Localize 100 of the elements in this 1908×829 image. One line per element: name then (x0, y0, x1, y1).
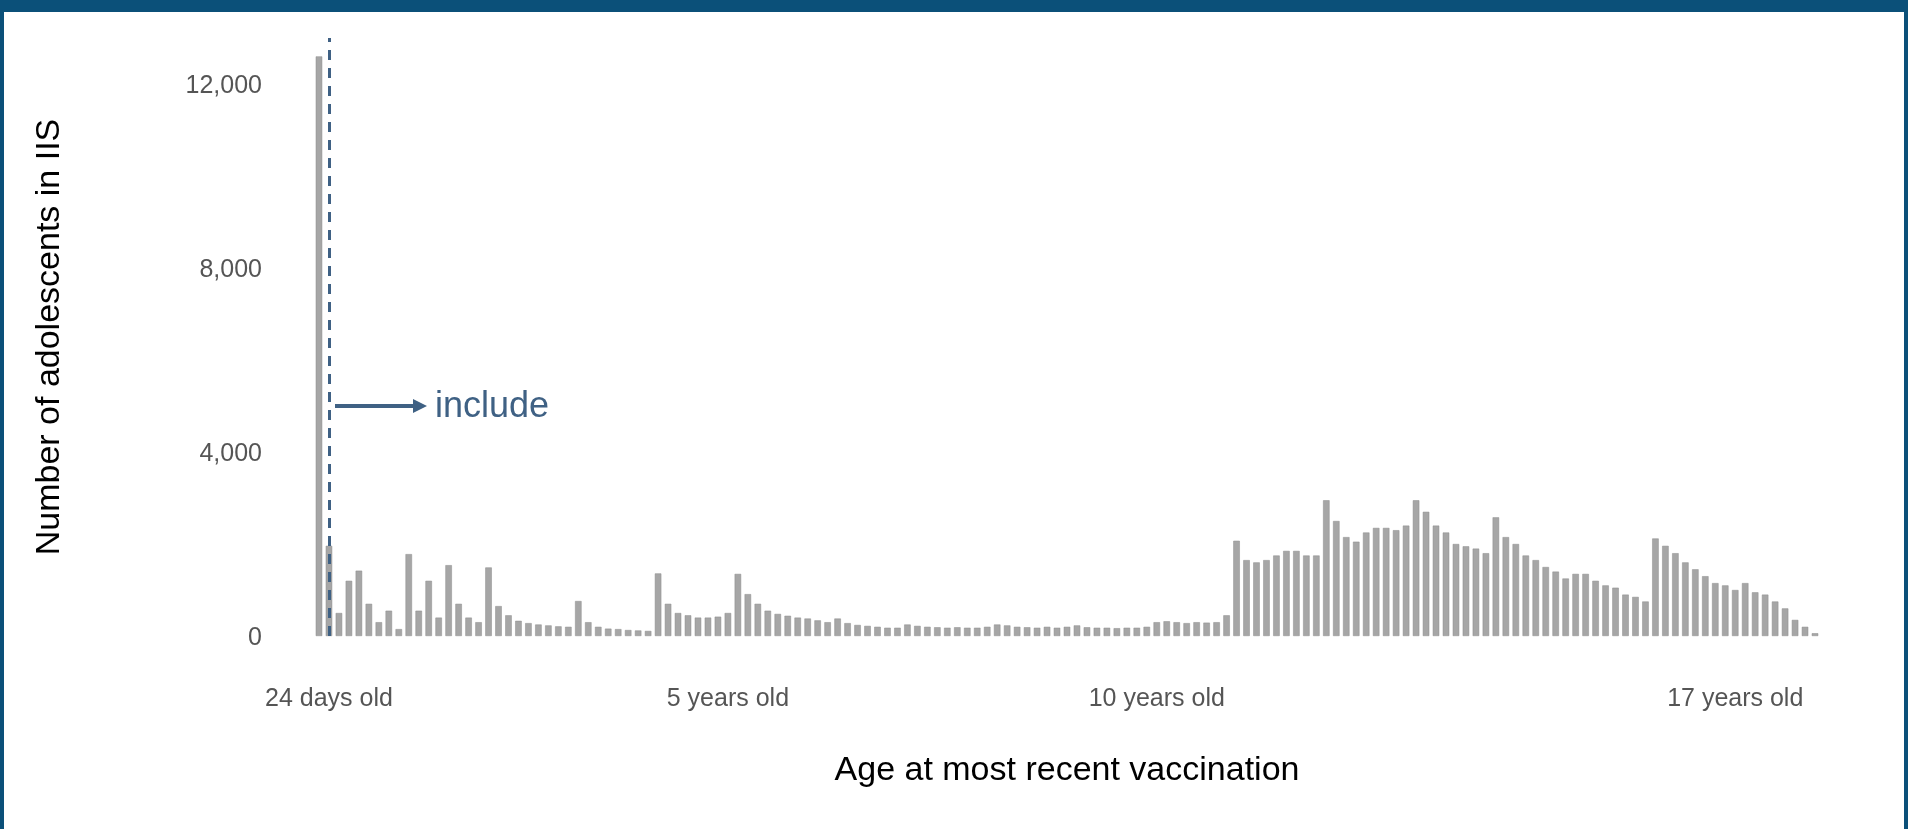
bar (415, 610, 422, 636)
bar (405, 554, 412, 636)
annotation: include (434, 384, 550, 426)
bar (634, 630, 642, 636)
bar (804, 618, 811, 636)
y-tick-label: 0 (248, 622, 262, 650)
bar (1063, 626, 1071, 636)
bar (834, 618, 841, 636)
bar (914, 625, 921, 636)
bar (764, 610, 772, 636)
bar (784, 615, 791, 636)
x-tick-label: 10 years old (1088, 682, 1225, 711)
bar (1672, 553, 1679, 636)
bar (545, 625, 552, 636)
bar (864, 625, 871, 636)
bar (704, 617, 712, 636)
bar (555, 626, 562, 636)
bar (1203, 622, 1210, 636)
bar (485, 567, 492, 636)
bar (1731, 590, 1739, 636)
bar (1402, 525, 1410, 636)
bar (1592, 580, 1599, 636)
bar (1333, 521, 1340, 636)
y-tick-label: 12,000 (185, 70, 262, 98)
bar (604, 628, 612, 636)
bar (734, 573, 742, 636)
bar (1293, 550, 1300, 636)
bar (614, 629, 622, 636)
bar (884, 627, 891, 636)
bar (824, 622, 831, 636)
bar (924, 626, 931, 636)
bar (1692, 569, 1699, 636)
bar (1552, 571, 1559, 636)
bar (1502, 537, 1510, 636)
bar (1422, 511, 1430, 636)
bar (1811, 633, 1819, 636)
bar (1253, 562, 1260, 636)
bar (525, 623, 532, 636)
bar (1183, 623, 1190, 636)
bar (794, 617, 801, 636)
bar (535, 624, 542, 636)
bar (345, 580, 353, 636)
bar (365, 603, 373, 636)
bar (1712, 583, 1719, 636)
bar (585, 622, 592, 636)
bar (1362, 532, 1370, 636)
bar (904, 624, 911, 636)
bar (1771, 601, 1779, 636)
bar (1352, 541, 1360, 636)
bar (894, 627, 901, 636)
bar (844, 623, 851, 636)
bar (1572, 573, 1579, 636)
bar (395, 629, 403, 636)
bar (1113, 628, 1121, 636)
bar (754, 603, 762, 636)
y-tick-label: 8,000 (199, 254, 262, 282)
y-axis-title: Number of adolescents in IIS (28, 118, 66, 556)
bar (1023, 627, 1031, 636)
bar (1722, 585, 1729, 636)
bar (1622, 594, 1629, 636)
bar (993, 624, 1001, 636)
bar (854, 624, 861, 636)
bar (475, 622, 482, 636)
bar (674, 613, 682, 636)
bar (644, 630, 652, 636)
bar (335, 613, 343, 636)
bar (1083, 627, 1091, 636)
bar (744, 594, 752, 636)
bar (1372, 527, 1380, 636)
bar (455, 603, 462, 636)
bar (654, 573, 662, 636)
bar (1412, 500, 1420, 636)
x-tick-label: 17 years old (1667, 682, 1804, 711)
bar (1582, 573, 1589, 636)
bar (1612, 587, 1619, 636)
bar (1562, 578, 1569, 636)
bar (954, 627, 961, 636)
bar (375, 622, 383, 636)
bar (1013, 626, 1021, 636)
bar (1492, 517, 1500, 636)
bar (445, 565, 452, 636)
bar (1323, 500, 1330, 636)
y-tick-label: 4,000 (199, 438, 262, 466)
x-axis-title: Age at most recent vaccination (834, 749, 1300, 787)
bar (1103, 627, 1111, 636)
bar (1522, 555, 1530, 636)
bar (1223, 615, 1230, 636)
bar (1003, 625, 1011, 636)
bar (1243, 560, 1250, 636)
bar (1652, 538, 1659, 636)
bar (1542, 567, 1549, 636)
bar (1263, 560, 1270, 636)
bar (1532, 560, 1539, 636)
bar (1452, 544, 1460, 636)
bar (983, 626, 991, 636)
bar (435, 617, 442, 636)
bar (1213, 622, 1220, 636)
bar (934, 627, 941, 636)
bar (1043, 626, 1051, 636)
bar (495, 606, 502, 636)
